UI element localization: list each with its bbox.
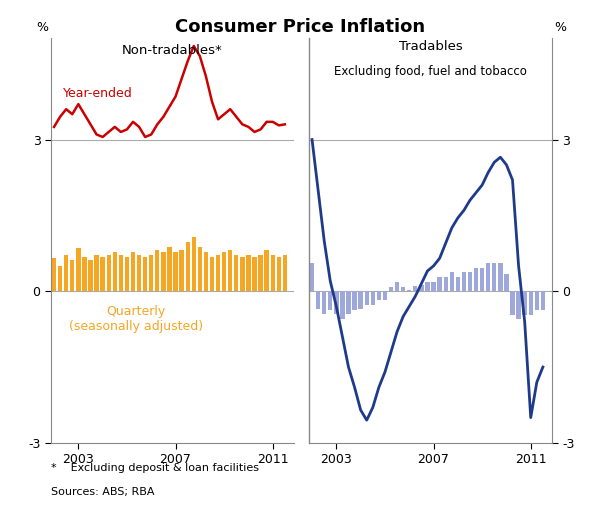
Bar xyxy=(94,255,99,291)
Bar xyxy=(468,272,472,291)
Bar xyxy=(271,255,275,291)
Bar xyxy=(137,255,141,291)
Bar xyxy=(431,282,436,291)
Bar xyxy=(228,250,232,291)
Bar xyxy=(358,291,363,309)
Bar xyxy=(253,257,257,291)
Bar xyxy=(185,242,190,291)
Bar xyxy=(82,257,86,291)
Bar xyxy=(265,250,269,291)
Bar xyxy=(240,257,245,291)
Bar xyxy=(455,277,460,291)
Bar xyxy=(76,248,80,291)
Bar xyxy=(125,257,129,291)
Bar xyxy=(462,272,466,291)
Bar xyxy=(383,291,387,301)
Bar xyxy=(149,255,154,291)
Bar xyxy=(131,252,135,291)
Bar xyxy=(64,255,68,291)
Text: %: % xyxy=(37,22,49,34)
Bar xyxy=(371,291,375,305)
Bar xyxy=(283,255,287,291)
Bar xyxy=(474,268,478,291)
Text: Consumer Price Inflation: Consumer Price Inflation xyxy=(175,18,425,36)
Bar xyxy=(173,252,178,291)
Bar xyxy=(310,263,314,291)
Bar xyxy=(480,268,484,291)
Bar xyxy=(535,291,539,310)
Bar xyxy=(155,250,160,291)
Bar xyxy=(377,291,381,301)
Bar xyxy=(167,247,172,291)
Bar xyxy=(395,282,399,291)
Text: Quarterly
(seasonally adjusted): Quarterly (seasonally adjusted) xyxy=(69,305,203,333)
Bar xyxy=(407,290,412,291)
Bar xyxy=(449,272,454,291)
Text: Sources: ABS; RBA: Sources: ABS; RBA xyxy=(51,487,155,498)
Text: %: % xyxy=(554,22,566,34)
Bar xyxy=(529,291,533,315)
Bar xyxy=(246,255,251,291)
Bar xyxy=(88,260,92,291)
Bar xyxy=(204,252,208,291)
Bar xyxy=(425,282,430,291)
Bar xyxy=(443,277,448,291)
Bar xyxy=(259,255,263,291)
Bar xyxy=(222,252,226,291)
Bar xyxy=(492,263,496,291)
Bar xyxy=(486,263,490,291)
Text: Excluding food, fuel and tobacco: Excluding food, fuel and tobacco xyxy=(334,65,527,78)
Bar xyxy=(504,273,509,291)
Bar xyxy=(498,263,503,291)
Bar xyxy=(346,291,350,314)
Bar xyxy=(541,291,545,310)
Bar xyxy=(70,260,74,291)
Bar xyxy=(340,291,344,319)
Bar xyxy=(389,287,393,291)
Bar xyxy=(511,291,515,315)
Bar xyxy=(401,287,406,291)
Bar xyxy=(328,291,332,310)
Bar xyxy=(517,291,521,319)
Text: *    Excluding deposit & loan facilities: * Excluding deposit & loan facilities xyxy=(51,463,259,474)
Bar xyxy=(316,291,320,309)
Bar xyxy=(437,277,442,291)
Bar xyxy=(216,255,220,291)
Bar xyxy=(234,255,238,291)
Text: Tradables: Tradables xyxy=(398,40,463,53)
Bar xyxy=(322,291,326,314)
Bar xyxy=(113,252,117,291)
Bar xyxy=(210,257,214,291)
Bar xyxy=(161,252,166,291)
Bar xyxy=(523,291,527,315)
Text: Non-tradables*: Non-tradables* xyxy=(122,45,223,57)
Bar xyxy=(419,285,424,291)
Bar xyxy=(191,237,196,291)
Bar xyxy=(277,257,281,291)
Bar xyxy=(197,247,202,291)
Bar xyxy=(365,291,369,305)
Bar xyxy=(52,259,56,291)
Bar xyxy=(334,291,338,314)
Bar xyxy=(143,257,148,291)
Text: Year-ended: Year-ended xyxy=(63,87,133,100)
Bar xyxy=(352,291,357,310)
Bar xyxy=(119,255,123,291)
Bar xyxy=(58,266,62,291)
Bar xyxy=(179,250,184,291)
Bar xyxy=(413,286,418,291)
Bar xyxy=(107,255,111,291)
Bar xyxy=(100,257,105,291)
